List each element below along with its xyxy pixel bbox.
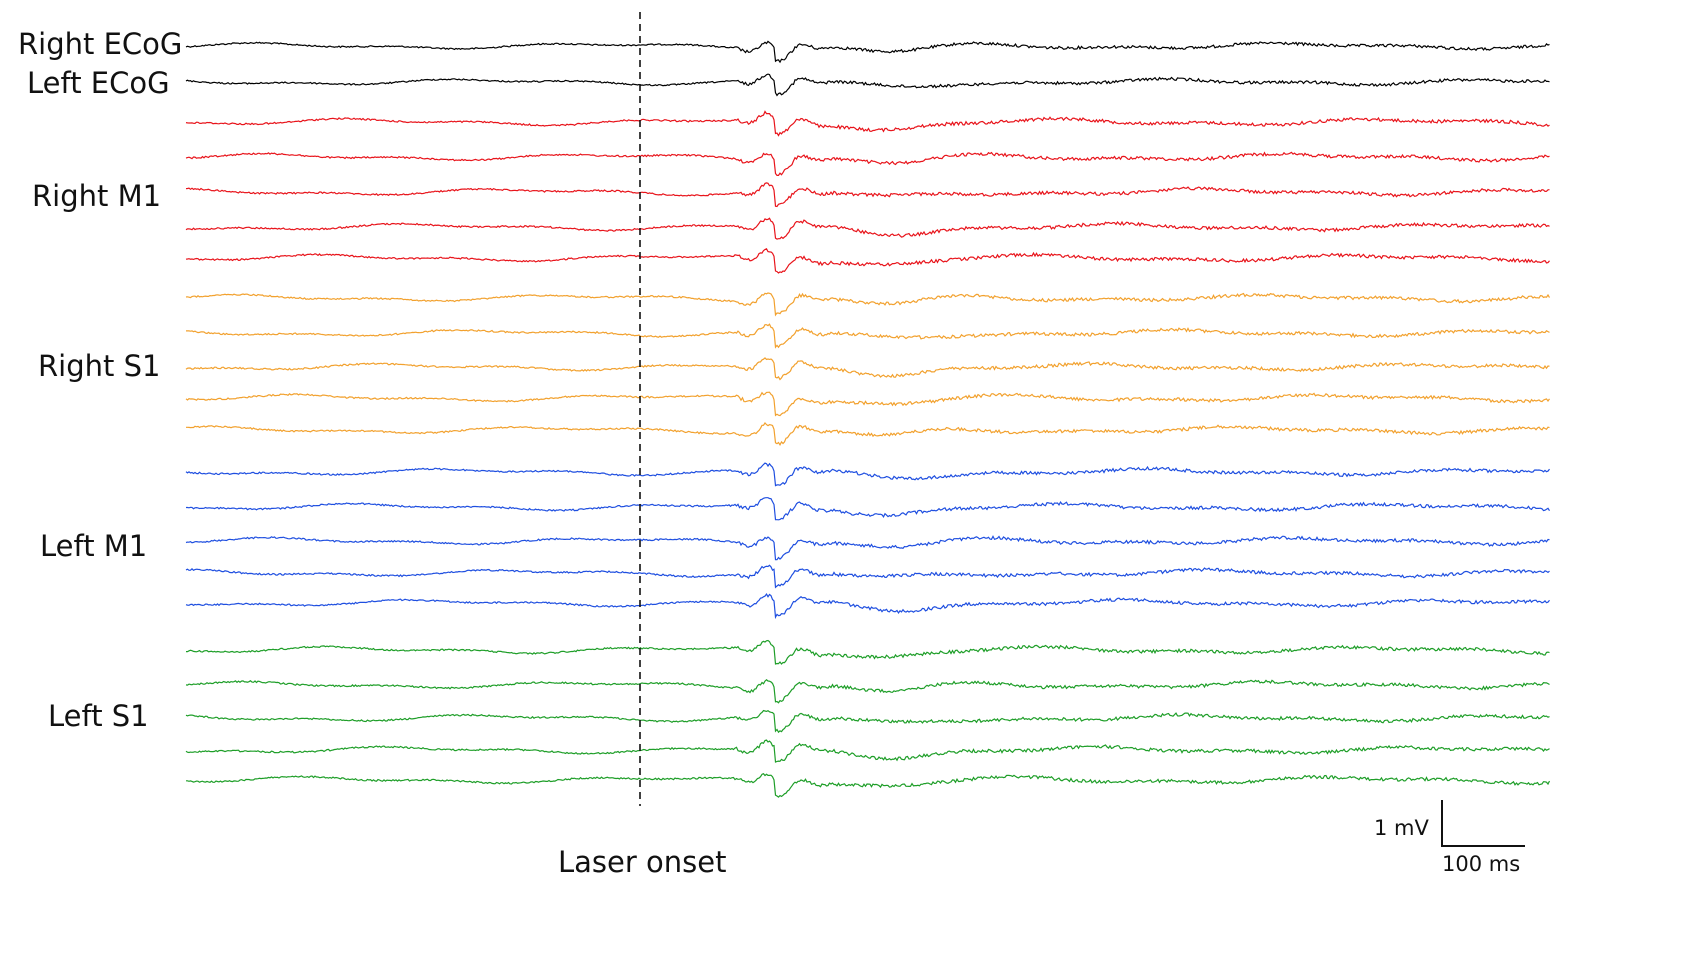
trace-right-m1-ch3 bbox=[185, 182, 1550, 208]
group-label-left-m1: Left M1 bbox=[40, 529, 148, 563]
trace-right-s1-ch3 bbox=[185, 357, 1550, 381]
trace-right-m1-ch1 bbox=[185, 110, 1550, 137]
scale-bar-voltage-label: 1 mV bbox=[1374, 816, 1429, 840]
group-label-left-s1: Left S1 bbox=[48, 699, 149, 733]
trace-right-m1-ch5 bbox=[185, 248, 1550, 274]
trace-right-s1-ch1 bbox=[185, 292, 1551, 317]
trace-left-s1-ch3 bbox=[185, 709, 1550, 734]
trace-left-m1-ch4 bbox=[185, 564, 1550, 589]
trace-left-s1-ch5 bbox=[186, 772, 1551, 798]
trace-left-m1-ch3 bbox=[185, 535, 1550, 561]
group-label-left-ecog: Left ECoG bbox=[27, 66, 170, 100]
laser-onset-label: Laser onset bbox=[558, 845, 727, 879]
scale-bar bbox=[1441, 800, 1525, 847]
trace-right-m1-ch4 bbox=[185, 217, 1550, 240]
trace-left-m1-ch5 bbox=[185, 593, 1550, 620]
group-label-right-ecog: Right ECoG bbox=[18, 27, 183, 61]
trace-right-s1-ch2 bbox=[186, 323, 1550, 349]
trace-right-ecog-ch1 bbox=[185, 40, 1550, 64]
trace-right-m1-ch2 bbox=[185, 151, 1550, 176]
trace-left-ecog-ch1 bbox=[185, 73, 1550, 97]
trace-right-s1-ch4 bbox=[185, 391, 1550, 417]
trace-left-s1-ch2 bbox=[185, 679, 1550, 704]
group-label-right-s1: Right S1 bbox=[38, 349, 161, 383]
trace-left-m1-ch2 bbox=[186, 497, 1551, 521]
trace-left-s1-ch1 bbox=[186, 639, 1550, 665]
scale-bar-time-label: 100 ms bbox=[1442, 852, 1521, 876]
trace-left-m1-ch1 bbox=[185, 462, 1550, 487]
trace-left-s1-ch4 bbox=[185, 739, 1550, 763]
trace-right-s1-ch5 bbox=[186, 422, 1550, 446]
group-label-right-m1: Right M1 bbox=[32, 179, 162, 213]
